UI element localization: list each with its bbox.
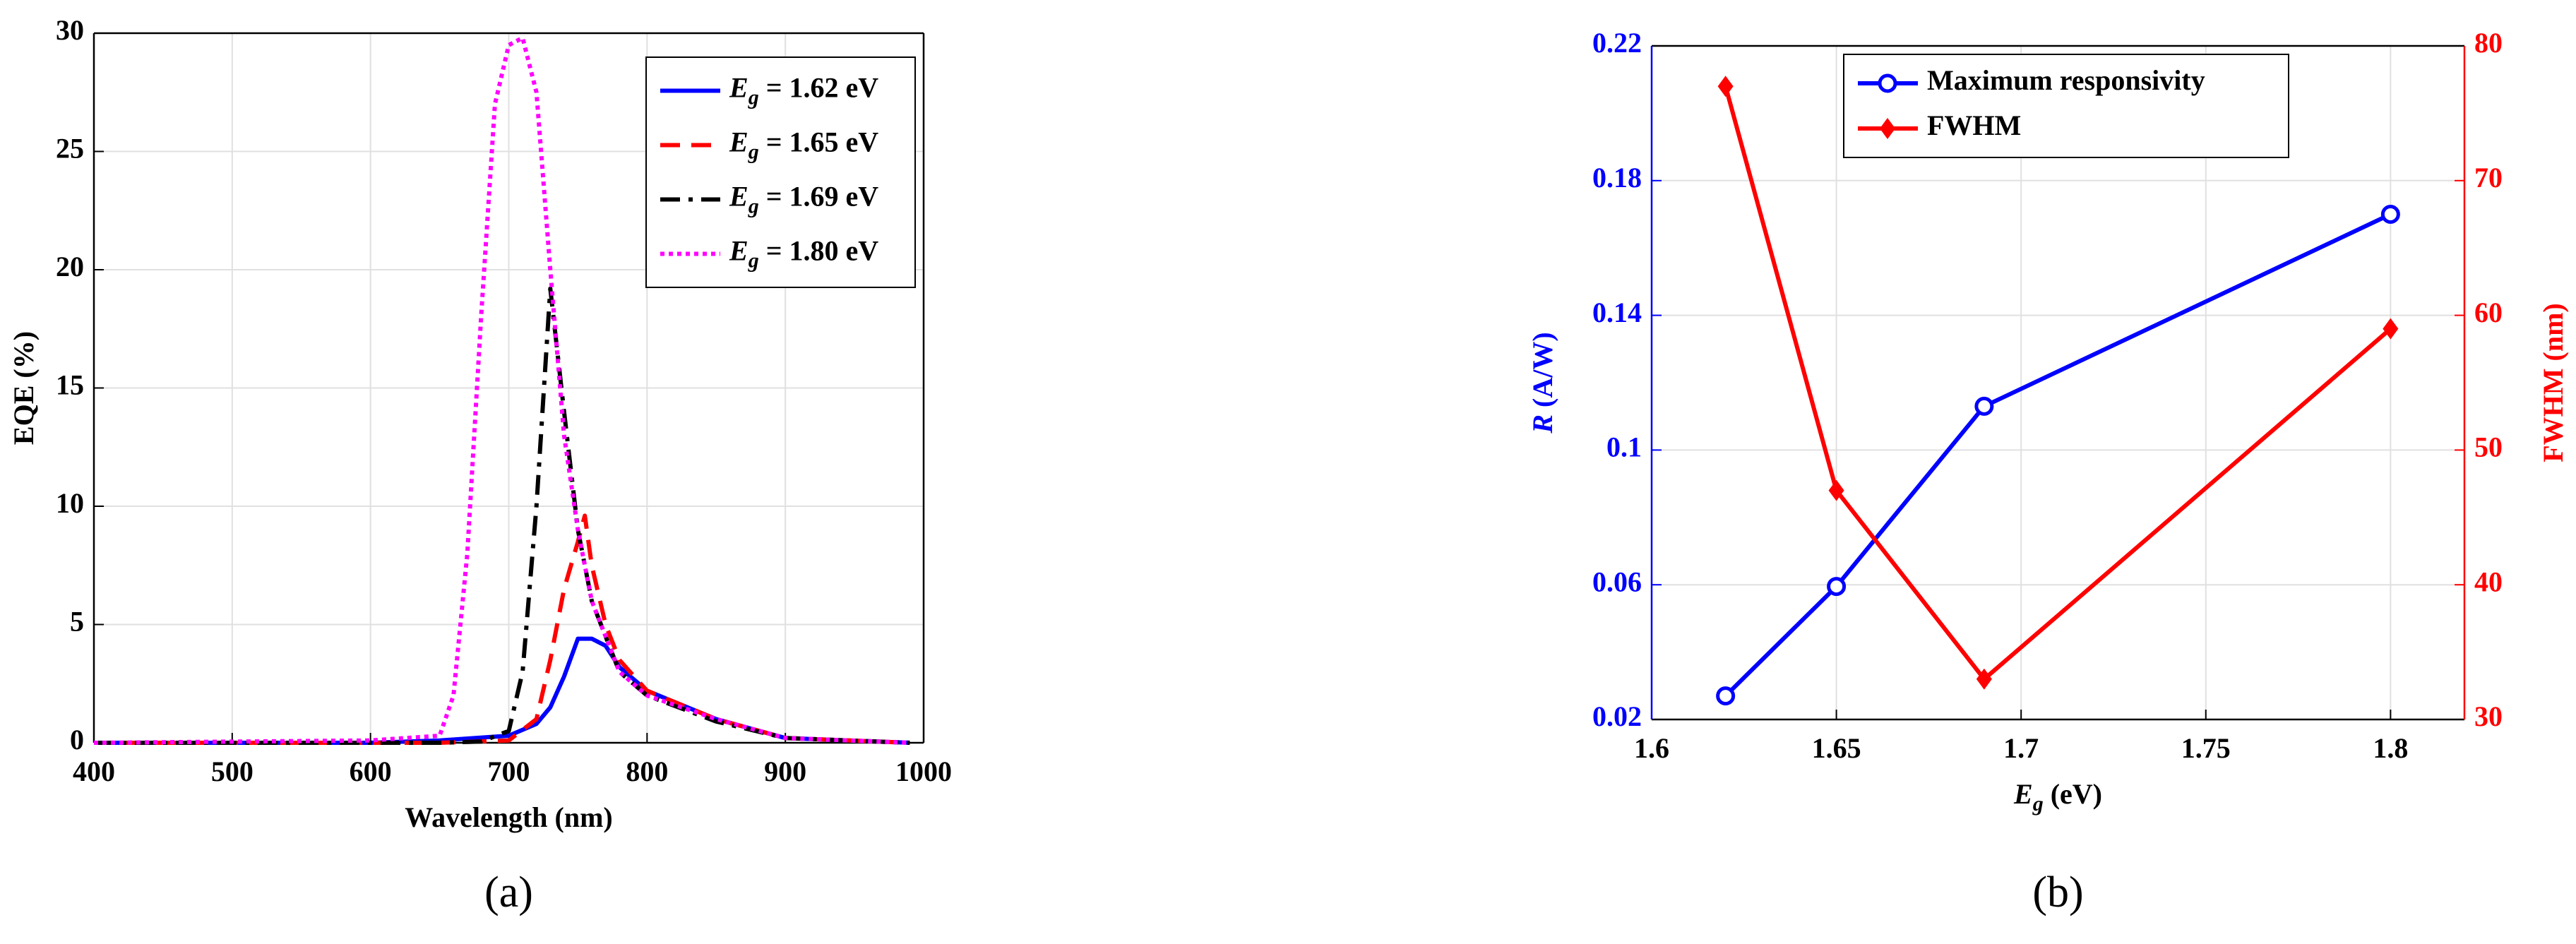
point [1828,479,1844,501]
x-tick-label: 500 [211,755,254,787]
series-line [1723,85,2392,681]
y-tick-label: 10 [56,487,84,519]
x-tick-label: 700 [488,755,530,787]
legend-label: Maximum responsivity [1927,64,2205,96]
y-tick-label: 0.18 [1592,162,1642,193]
x-tick-label: 1.75 [2181,732,2231,764]
x-tick-label: 1.6 [1634,732,1669,764]
y2-tick-label: 60 [2474,297,2503,328]
x-tick-label: 900 [764,755,806,787]
y-tick-label: 25 [56,133,84,165]
y-tick-label: 5 [70,606,84,638]
y2-axis-label: FWHM (nm) [2537,303,2569,462]
y-tick-label: 30 [56,14,84,46]
x-tick-label: 1000 [895,755,952,787]
y2-tick-label: 50 [2474,431,2503,463]
series-line [94,286,910,745]
y-tick-label: 0.22 [1592,27,1642,59]
legend-marker [1880,118,1895,139]
point [2380,205,2400,224]
series-line [94,513,910,745]
x-tick-label: 800 [626,755,668,787]
point [1827,577,1847,597]
y-tick-label: 0 [70,724,84,755]
x-tick-label: 1.8 [2373,732,2408,764]
y2-tick-label: 30 [2474,700,2503,732]
panel-label: (b) [2032,868,2083,916]
series-line [94,636,910,745]
legend-box [645,56,916,288]
y-tick-label: 0.14 [1592,297,1642,328]
x-axis-label: Eg (eV) [2013,778,2102,815]
x-tick-label: 1.7 [2003,732,2039,764]
series-line [93,35,910,745]
legend-label: Eg = 1.65 eV [729,126,878,164]
legend-label: FWHM [1927,109,2021,141]
series-line [1724,212,2392,698]
point [2383,318,2399,340]
x-tick-label: 400 [73,755,115,787]
y-axis-label: EQE (%) [8,331,40,445]
x-axis-label: Wavelength (nm) [405,801,612,833]
panel-label: (a) [484,868,533,916]
point [1976,668,1992,690]
legend-label: Eg = 1.80 eV [729,235,878,273]
y-tick-label: 20 [56,251,84,282]
legend-box [1843,54,2289,158]
y-tick-label: 0.02 [1592,700,1642,732]
x-tick-label: 600 [350,755,392,787]
y-tick-label: 0.1 [1606,431,1642,463]
point [1974,396,1994,416]
point [1717,76,1734,97]
y2-tick-label: 40 [2474,566,2503,597]
y2-tick-label: 80 [2474,27,2503,59]
x-tick-label: 1.65 [1812,732,1861,764]
y-tick-label: 0.06 [1592,566,1642,597]
point [1716,686,1736,706]
legend-marker [1878,73,1897,93]
y-axis-label: R (A/W) [1527,332,1558,434]
legend-label: Eg = 1.69 eV [729,181,878,218]
legend-label: Eg = 1.62 eV [729,72,878,109]
y2-tick-label: 70 [2474,162,2503,193]
y-tick-label: 15 [56,369,84,401]
